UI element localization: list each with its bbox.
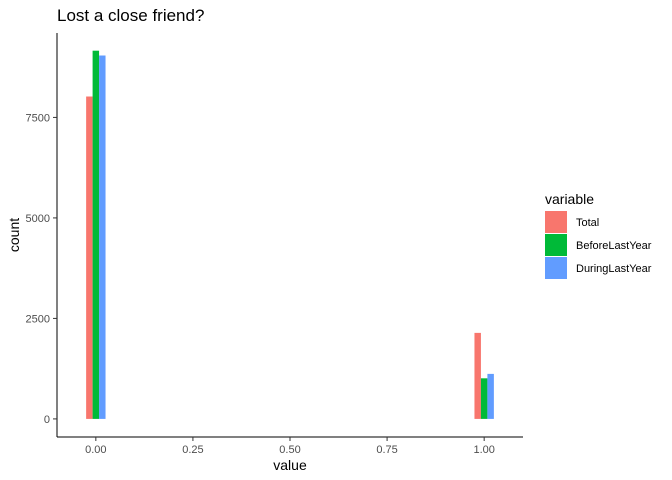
bar-DuringLastYear-1: [487, 373, 494, 419]
x-tick-label: 0.50: [279, 444, 300, 456]
legend-key-Total: [545, 211, 567, 233]
y-tick-label: 2500: [26, 313, 50, 325]
legend-key-DuringLastYear: [545, 257, 567, 279]
y-axis-ticks: 0 2500 5000 7500: [26, 112, 57, 426]
legend-title: variable: [545, 191, 594, 207]
y-axis-title: count: [6, 218, 22, 252]
chart-title: Lost a close friend?: [57, 6, 204, 25]
legend-label-DuringLastYear: DuringLastYear: [576, 263, 652, 275]
bar-BeforeLastYear-1: [480, 378, 488, 419]
x-tick-label: 0.25: [182, 444, 203, 456]
plot-area: [86, 50, 494, 419]
y-tick-label: 7500: [26, 112, 50, 124]
y-tick-label: 0: [44, 414, 50, 426]
legend-key-BeforeLastYear: [545, 234, 567, 256]
x-axis-ticks: 0.00 0.25 0.50 0.75 1.00: [85, 437, 495, 456]
legend: variable Total BeforeLastYear DuringLastYe…: [545, 191, 652, 279]
bar-Total-0: [86, 96, 93, 419]
bar-Total-1: [474, 332, 481, 419]
legend-label-BeforeLastYear: BeforeLastYear: [576, 240, 652, 252]
x-axis-title: value: [273, 457, 307, 473]
x-tick-label: 0.75: [376, 444, 397, 456]
legend-label-Total: Total: [576, 217, 599, 229]
bar-BeforeLastYear-0: [92, 50, 100, 419]
y-tick-label: 5000: [26, 213, 50, 225]
x-tick-label: 1.00: [473, 444, 494, 456]
bar-DuringLastYear-0: [99, 55, 106, 419]
x-tick-label: 0.00: [85, 444, 106, 456]
